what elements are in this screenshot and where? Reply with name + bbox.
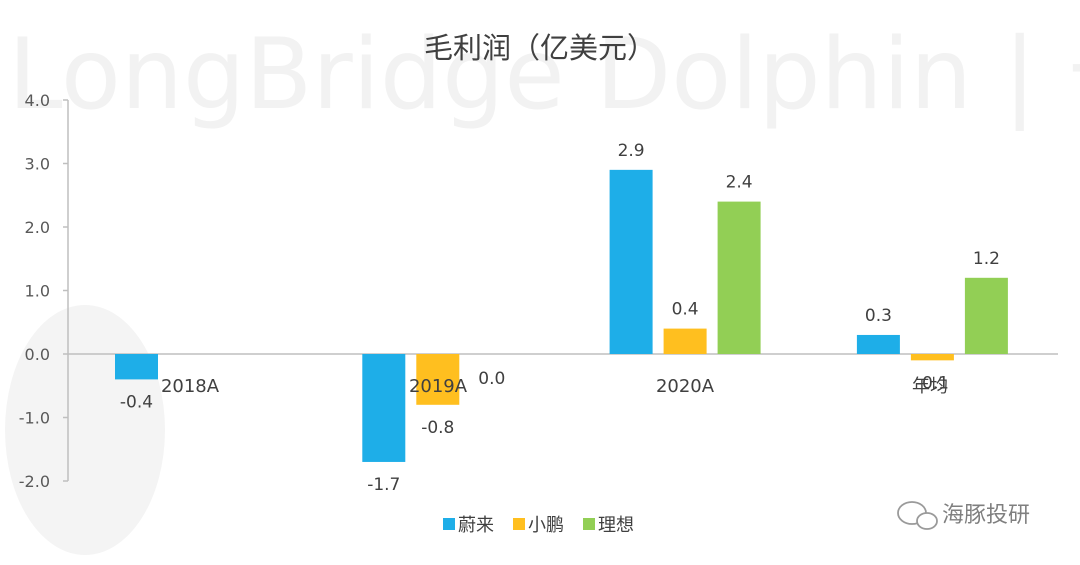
bar-小鹏-2019A (416, 354, 460, 405)
x-tick-label: 2018A (161, 376, 220, 397)
y-tick-label: 3.0 (25, 155, 50, 174)
y-tick-label: -1.0 (19, 409, 50, 428)
watermark-logo-icon (5, 305, 165, 555)
legend-label: 理想 (598, 515, 634, 536)
wechat-icon-bubble (916, 512, 938, 530)
legend-swatch (513, 518, 525, 530)
data-label: -1.7 (367, 475, 400, 495)
axes: 4.0 3.0 2.0 1.0 0.0 -1.0 -2.0 (19, 91, 1058, 491)
data-label: 0.4 (672, 300, 699, 320)
data-label: 2.4 (726, 173, 753, 193)
bar-小鹏-年均 (910, 354, 954, 361)
data-label: -0.4 (120, 392, 153, 412)
data-label: -0.1 (916, 373, 949, 393)
legend-swatch (583, 518, 595, 530)
bars (115, 169, 1008, 462)
bar-理想-2020A (717, 201, 761, 354)
bar-蔚来-年均 (856, 334, 900, 354)
x-tick-label: 2020A (656, 376, 715, 397)
y-tick-label: 4.0 (25, 91, 50, 110)
wechat-account-label: 海豚投研 (942, 503, 1030, 528)
legend-label: 小鹏 (528, 515, 564, 536)
y-tick-label: 0.0 (25, 345, 50, 364)
watermark: LongBridge Dolphin | 长桥海豚投研 (5, 18, 1080, 555)
bar-蔚来-2020A (609, 169, 653, 354)
legend-swatch (443, 518, 455, 530)
legend: 蔚来 小鹏 理想 (443, 515, 634, 536)
data-label: -0.8 (421, 418, 454, 438)
wechat-watermark: 海豚投研 (897, 501, 1030, 530)
x-tick-label: 年均 (912, 376, 948, 397)
y-tick-label: 2.0 (25, 218, 50, 237)
y-tick-label: -2.0 (19, 472, 50, 491)
bar-蔚来-2019A (362, 354, 406, 462)
chart-title: 毛利润（亿美元） (424, 31, 656, 65)
data-label: 0.3 (865, 306, 892, 326)
bar-小鹏-2020A (663, 328, 707, 354)
watermark-text: LongBridge Dolphin | 长桥海豚投研 (8, 18, 1080, 132)
legend-label: 蔚来 (458, 515, 494, 536)
data-label: 0.0 (478, 369, 505, 389)
x-tick-label: 2019A (409, 376, 468, 397)
y-tick-label: 1.0 (25, 282, 50, 301)
data-label: 1.2 (973, 249, 1000, 269)
data-label: 2.9 (618, 141, 645, 161)
data-labels: -0.4 2018A -1.7 -0.8 0.0 2019A 2.9 0.4 2.4 2020A 0… (120, 141, 1000, 495)
bar-蔚来-2018A (115, 354, 158, 380)
bar-理想-年均 (964, 277, 1008, 354)
